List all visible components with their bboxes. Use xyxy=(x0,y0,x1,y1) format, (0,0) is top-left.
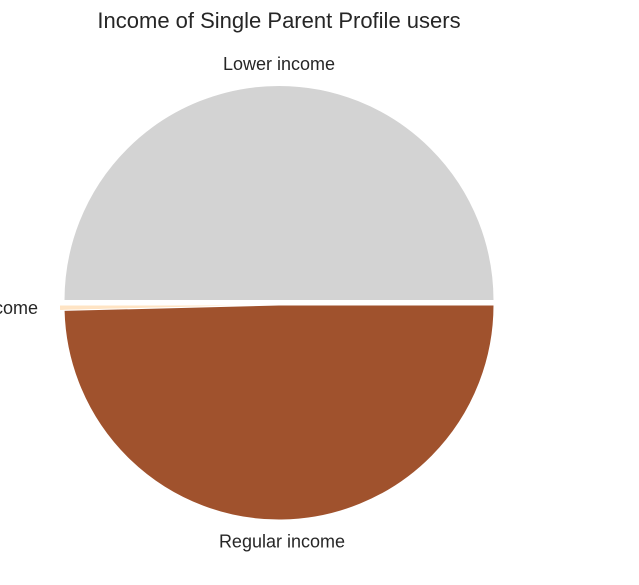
pie-label-regular-income: Regular income xyxy=(219,531,345,551)
pie-label-high-income: High income xyxy=(0,298,38,318)
pie-label-lower-income: Lower income xyxy=(223,54,335,74)
pie-slice-lower-income xyxy=(63,85,495,301)
pie-slices xyxy=(59,85,495,521)
chart-title: Income of Single Parent Profile users xyxy=(97,8,460,33)
pie-labels: Lower income High income Regular income xyxy=(0,54,345,551)
pie-slice-regular-income xyxy=(63,304,495,521)
